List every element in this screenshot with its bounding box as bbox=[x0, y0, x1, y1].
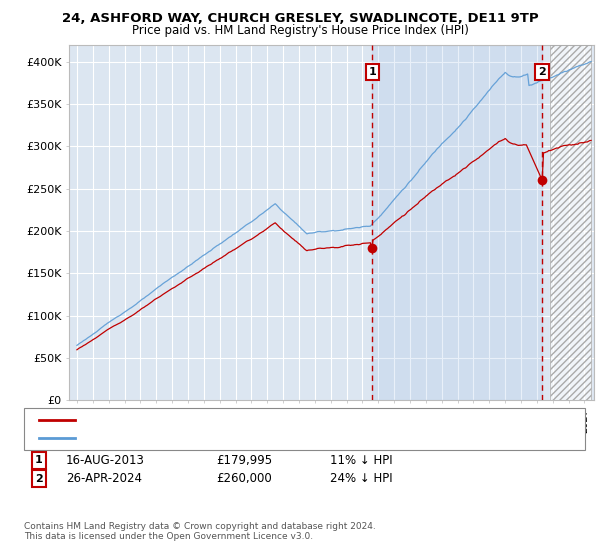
Text: 1: 1 bbox=[368, 67, 376, 77]
Text: 11% ↓ HPI: 11% ↓ HPI bbox=[330, 454, 392, 467]
Text: 26-APR-2024: 26-APR-2024 bbox=[66, 472, 142, 486]
Text: £260,000: £260,000 bbox=[216, 472, 272, 486]
Bar bbox=[372, 45, 542, 400]
Text: Price paid vs. HM Land Registry's House Price Index (HPI): Price paid vs. HM Land Registry's House … bbox=[131, 24, 469, 37]
Text: HPI: Average price, detached house, South Derbyshire: HPI: Average price, detached house, Sout… bbox=[82, 433, 348, 443]
Text: 16-AUG-2013: 16-AUG-2013 bbox=[66, 454, 145, 467]
Text: 24, ASHFORD WAY, CHURCH GRESLEY, SWADLINCOTE, DE11 9TP: 24, ASHFORD WAY, CHURCH GRESLEY, SWADLIN… bbox=[62, 12, 538, 25]
Text: £179,995: £179,995 bbox=[216, 454, 272, 467]
Text: Contains HM Land Registry data © Crown copyright and database right 2024.
This d: Contains HM Land Registry data © Crown c… bbox=[24, 522, 376, 542]
Text: 2: 2 bbox=[35, 474, 43, 484]
Text: 24, ASHFORD WAY, CHURCH GRESLEY, SWADLINCOTE, DE11 9TP (detached house): 24, ASHFORD WAY, CHURCH GRESLEY, SWADLIN… bbox=[82, 416, 488, 425]
Text: 24% ↓ HPI: 24% ↓ HPI bbox=[330, 472, 392, 486]
Text: 1: 1 bbox=[35, 455, 43, 465]
Text: 2: 2 bbox=[538, 67, 546, 77]
